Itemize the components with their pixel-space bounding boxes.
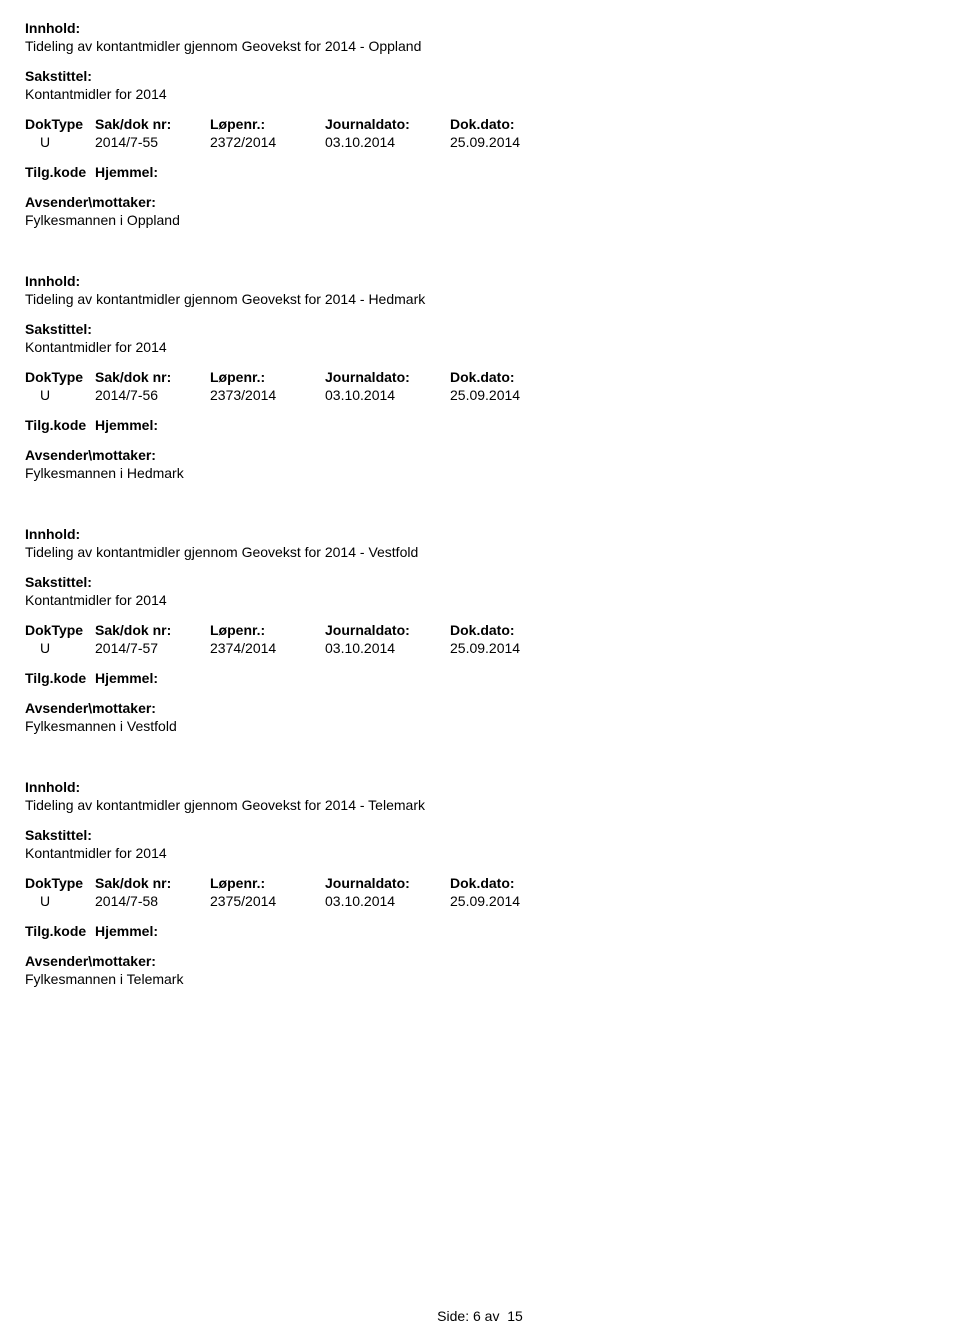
avsender-label: Avsender\mottaker: — [25, 194, 940, 210]
hjemmel-label: Hjemmel: — [95, 417, 158, 433]
innhold-label: Innhold: — [25, 20, 940, 36]
sakdoknr-value: 2014/7-57 — [95, 640, 210, 656]
innhold-value: Tideling av kontantmidler gjennom Geovek… — [25, 38, 940, 54]
journal-record: Innhold: Tideling av kontantmidler gjenn… — [25, 273, 940, 481]
sakdoknr-value: 2014/7-55 — [95, 134, 210, 150]
journaldato-value: 03.10.2014 — [325, 893, 450, 909]
innhold-label: Innhold: — [25, 273, 940, 289]
journal-record: Innhold: Tideling av kontantmidler gjenn… — [25, 20, 940, 228]
journaldato-header: Journaldato: — [325, 116, 450, 132]
avsender-value: Fylkesmannen i Hedmark — [25, 465, 940, 481]
sakstittel-value: Kontantmidler for 2014 — [25, 845, 940, 861]
avsender-value: Fylkesmannen i Oppland — [25, 212, 940, 228]
tilgkode-row: Tilg.kode Hjemmel: — [25, 923, 940, 939]
tilgkode-label: Tilg.kode — [25, 417, 95, 433]
doktype-value: U — [25, 134, 95, 150]
innhold-label: Innhold: — [25, 779, 940, 795]
footer-prefix: Side: — [437, 1308, 469, 1324]
sakstittel-value: Kontantmidler for 2014 — [25, 339, 940, 355]
footer-middle: av — [485, 1308, 500, 1324]
dokdato-value: 25.09.2014 — [450, 640, 565, 656]
table-header-row: DokType Sak/dok nr: Løpenr.: Journaldato… — [25, 622, 940, 638]
sakdoknr-header: Sak/dok nr: — [95, 116, 210, 132]
lopenr-value: 2373/2014 — [210, 387, 325, 403]
dokdato-value: 25.09.2014 — [450, 387, 565, 403]
sakdoknr-header: Sak/dok nr: — [95, 369, 210, 385]
avsender-label: Avsender\mottaker: — [25, 953, 940, 969]
tilgkode-label: Tilg.kode — [25, 670, 95, 686]
journaldato-value: 03.10.2014 — [325, 640, 450, 656]
sakstittel-label: Sakstittel: — [25, 574, 940, 590]
tilgkode-row: Tilg.kode Hjemmel: — [25, 417, 940, 433]
dokdato-value: 25.09.2014 — [450, 134, 565, 150]
avsender-label: Avsender\mottaker: — [25, 700, 940, 716]
journaldato-value: 03.10.2014 — [325, 387, 450, 403]
innhold-value: Tideling av kontantmidler gjennom Geovek… — [25, 291, 940, 307]
table-data-row: U 2014/7-57 2374/2014 03.10.2014 25.09.2… — [25, 640, 940, 656]
sakstittel-label: Sakstittel: — [25, 68, 940, 84]
dokdato-header: Dok.dato: — [450, 622, 565, 638]
sakdoknr-value: 2014/7-56 — [95, 387, 210, 403]
lopenr-header: Løpenr.: — [210, 622, 325, 638]
table-data-row: U 2014/7-56 2373/2014 03.10.2014 25.09.2… — [25, 387, 940, 403]
table-data-row: U 2014/7-58 2375/2014 03.10.2014 25.09.2… — [25, 893, 940, 909]
doktype-header: DokType — [25, 116, 95, 132]
hjemmel-label: Hjemmel: — [95, 164, 158, 180]
doktype-value: U — [25, 893, 95, 909]
doktype-header: DokType — [25, 369, 95, 385]
page-footer: Side: 6 av 15 — [0, 1308, 960, 1324]
journal-record: Innhold: Tideling av kontantmidler gjenn… — [25, 526, 940, 734]
lopenr-value: 2372/2014 — [210, 134, 325, 150]
sakdoknr-value: 2014/7-58 — [95, 893, 210, 909]
tilgkode-row: Tilg.kode Hjemmel: — [25, 670, 940, 686]
table-data-row: U 2014/7-55 2372/2014 03.10.2014 25.09.2… — [25, 134, 940, 150]
lopenr-value: 2375/2014 — [210, 893, 325, 909]
tilgkode-label: Tilg.kode — [25, 164, 95, 180]
journaldato-header: Journaldato: — [325, 369, 450, 385]
journal-record: Innhold: Tideling av kontantmidler gjenn… — [25, 779, 940, 987]
sakdoknr-header: Sak/dok nr: — [95, 875, 210, 891]
table-header-row: DokType Sak/dok nr: Løpenr.: Journaldato… — [25, 875, 940, 891]
sakstittel-value: Kontantmidler for 2014 — [25, 592, 940, 608]
sakstittel-label: Sakstittel: — [25, 827, 940, 843]
sakstittel-value: Kontantmidler for 2014 — [25, 86, 940, 102]
lopenr-header: Løpenr.: — [210, 116, 325, 132]
hjemmel-label: Hjemmel: — [95, 923, 158, 939]
table-header-row: DokType Sak/dok nr: Løpenr.: Journaldato… — [25, 116, 940, 132]
dokdato-header: Dok.dato: — [450, 116, 565, 132]
avsender-value: Fylkesmannen i Telemark — [25, 971, 940, 987]
footer-total: 15 — [507, 1308, 523, 1324]
sakstittel-label: Sakstittel: — [25, 321, 940, 337]
avsender-label: Avsender\mottaker: — [25, 447, 940, 463]
doktype-header: DokType — [25, 875, 95, 891]
lopenr-header: Løpenr.: — [210, 875, 325, 891]
table-header-row: DokType Sak/dok nr: Løpenr.: Journaldato… — [25, 369, 940, 385]
journaldato-header: Journaldato: — [325, 622, 450, 638]
doktype-header: DokType — [25, 622, 95, 638]
tilgkode-row: Tilg.kode Hjemmel: — [25, 164, 940, 180]
lopenr-header: Løpenr.: — [210, 369, 325, 385]
innhold-value: Tideling av kontantmidler gjennom Geovek… — [25, 544, 940, 560]
journaldato-header: Journaldato: — [325, 875, 450, 891]
innhold-value: Tideling av kontantmidler gjennom Geovek… — [25, 797, 940, 813]
sakdoknr-header: Sak/dok nr: — [95, 622, 210, 638]
footer-page: 6 — [473, 1308, 481, 1324]
doktype-value: U — [25, 387, 95, 403]
dokdato-value: 25.09.2014 — [450, 893, 565, 909]
avsender-value: Fylkesmannen i Vestfold — [25, 718, 940, 734]
journaldato-value: 03.10.2014 — [325, 134, 450, 150]
lopenr-value: 2374/2014 — [210, 640, 325, 656]
doktype-value: U — [25, 640, 95, 656]
innhold-label: Innhold: — [25, 526, 940, 542]
tilgkode-label: Tilg.kode — [25, 923, 95, 939]
dokdato-header: Dok.dato: — [450, 875, 565, 891]
hjemmel-label: Hjemmel: — [95, 670, 158, 686]
dokdato-header: Dok.dato: — [450, 369, 565, 385]
